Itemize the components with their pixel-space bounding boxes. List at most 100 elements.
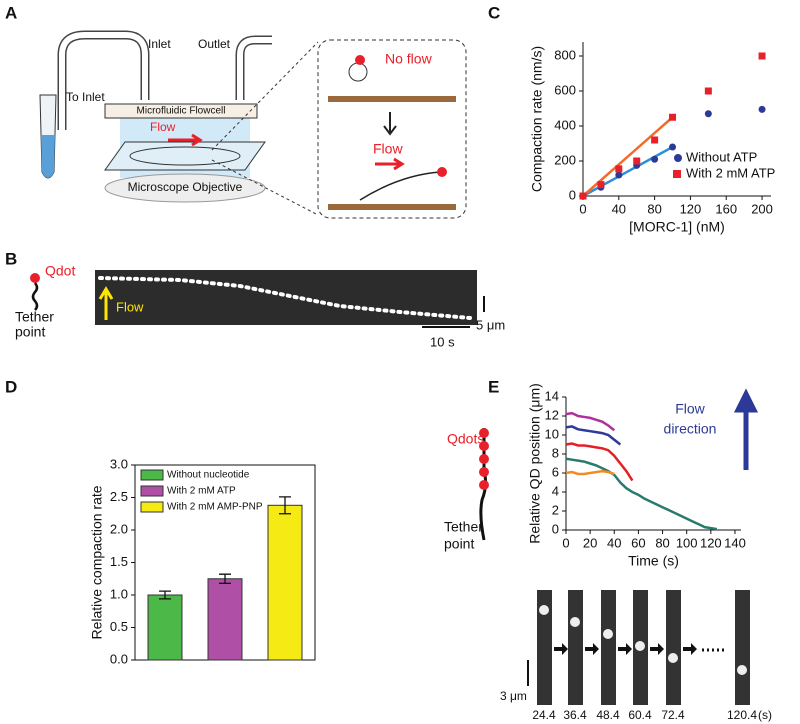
x-tick-label: 120 <box>680 201 702 216</box>
point <box>651 155 659 163</box>
flow-arrow <box>375 157 405 171</box>
dna <box>359 171 441 201</box>
x-tick-label: 200 <box>751 201 773 216</box>
y-tick-label: 400 <box>554 117 576 132</box>
label: point <box>444 536 474 552</box>
point <box>758 52 766 60</box>
legend-label: Without nucleotide <box>167 470 250 481</box>
label: Flow <box>150 120 176 134</box>
y-tick-label: 0.5 <box>110 619 128 634</box>
y-tick-label: 800 <box>554 47 576 62</box>
slide <box>104 141 266 171</box>
label: Microfluidic Flowcell <box>137 106 226 117</box>
frame-time: 48.4 <box>596 708 620 722</box>
label: Outlet <box>198 37 231 51</box>
label: Tether <box>15 309 54 325</box>
trace <box>565 469 615 476</box>
kymo-frame <box>666 590 681 705</box>
arrow <box>585 643 599 655</box>
legend-label: With 2 mM ATP <box>686 165 775 180</box>
label: Flow <box>675 401 705 417</box>
bar <box>267 504 303 661</box>
y-tick-label: 12 <box>545 407 559 422</box>
trace <box>565 457 718 531</box>
arrow <box>683 643 697 655</box>
y-axis-label: Relative compaction rate <box>89 485 105 639</box>
surface <box>328 96 456 102</box>
qdot <box>355 55 365 65</box>
x-tick-label: 100 <box>676 535 698 550</box>
dna-coil <box>348 62 368 82</box>
liquid <box>41 135 55 178</box>
frame-time: 36.4 <box>563 708 587 722</box>
qdot-trace <box>98 276 472 320</box>
legend-label: With 2 mM ATP <box>167 486 236 497</box>
x-tick-label: 160 <box>715 201 737 216</box>
label: No flow <box>385 51 433 67</box>
point <box>633 157 641 165</box>
y-axis-label: Compaction rate (nm/s) <box>529 46 545 192</box>
qdot-spot <box>635 641 645 651</box>
setup-diagram: Inlet Outlet To Inlet Microfluidic Flowc… <box>39 30 467 219</box>
frame-time: 60.4 <box>628 708 652 722</box>
y-tick-label: 4 <box>552 483 559 498</box>
y-tick-label: 6 <box>552 464 559 479</box>
kymo-frame <box>735 590 750 705</box>
label: Flow <box>373 141 403 157</box>
legend-swatch <box>140 485 164 497</box>
y-tick-label: 2.5 <box>110 489 128 504</box>
panel-label: B <box>5 249 17 268</box>
label: point <box>15 324 45 340</box>
y-tick-label: 1.5 <box>110 554 128 569</box>
qdot-panel: Qdots Tether point Flow direction 3 μm <box>444 388 759 703</box>
arrow <box>618 643 632 655</box>
y-tick-label: 14 <box>545 388 559 403</box>
x-tick-label: 20 <box>583 535 597 550</box>
kymo-frame <box>601 590 616 705</box>
y-tick-label: 0 <box>569 187 576 202</box>
y-tick-label: 0 <box>552 521 559 536</box>
frame-time: 72.4 <box>661 708 685 722</box>
chart: 0.0 0.5 1.0 1.5 2.0 2.5 3.0 Relative compaction… <box>89 456 316 666</box>
panel-label: D <box>5 377 17 396</box>
label: To Inlet <box>66 90 105 104</box>
label: Qdot <box>45 263 75 279</box>
point <box>704 110 712 118</box>
kymo-frame <box>568 590 583 705</box>
trace <box>565 425 622 446</box>
point <box>597 181 605 189</box>
point <box>669 143 677 151</box>
flow-arrow <box>98 286 114 320</box>
zoom-lines <box>211 41 319 216</box>
qdot-spot <box>570 617 580 627</box>
y-tick-label: 2.0 <box>110 521 128 536</box>
y-tick-label: 0.0 <box>110 651 128 666</box>
error-bar <box>279 496 291 515</box>
point <box>669 113 677 121</box>
x-tick-label: 80 <box>647 201 661 216</box>
x-tick-label: 40 <box>607 535 621 550</box>
tether <box>31 282 39 311</box>
point <box>704 87 712 95</box>
point <box>615 165 623 173</box>
bar <box>207 578 243 661</box>
fit-line <box>582 145 674 198</box>
legend-label: With 2 mM AMP-PNP <box>167 502 263 513</box>
point <box>758 105 766 113</box>
qdot <box>437 167 447 177</box>
y-tick-label: 1.0 <box>110 586 128 601</box>
label: 5 μm <box>476 317 505 332</box>
trace <box>565 442 634 482</box>
x-axis-label: Time (s) <box>628 553 679 569</box>
label: Microscope Objective <box>128 180 243 194</box>
error-bar <box>219 573 231 584</box>
flowcell <box>104 103 258 119</box>
outlet-tubing <box>237 37 272 100</box>
trace <box>565 411 616 432</box>
point <box>615 171 623 179</box>
y-tick-label: 3.0 <box>110 456 128 471</box>
qdot-spot <box>737 665 747 675</box>
channel <box>129 146 241 166</box>
